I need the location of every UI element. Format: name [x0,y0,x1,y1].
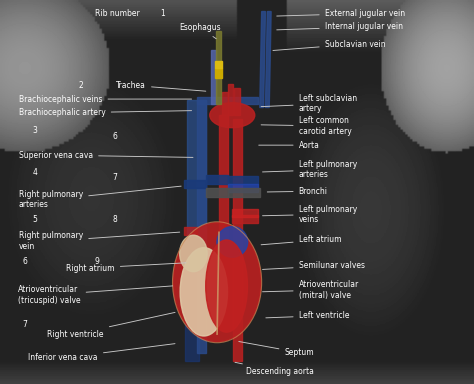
Text: Subclavian vein: Subclavian vein [273,40,385,50]
Polygon shape [184,227,197,235]
Text: 1: 1 [160,8,165,18]
Polygon shape [228,184,258,192]
Text: Semilunar valves: Semilunar valves [263,261,365,270]
Text: 2: 2 [78,81,83,90]
Text: Inferior vena cava: Inferior vena cava [28,344,175,362]
Text: Superior vena cava: Superior vena cava [19,151,193,160]
Polygon shape [232,215,258,223]
Polygon shape [197,100,206,238]
Polygon shape [211,50,216,104]
Polygon shape [206,175,228,184]
Polygon shape [228,84,233,115]
Text: Right pulmonary
arteries: Right pulmonary arteries [19,186,181,209]
Text: 4: 4 [32,168,37,177]
Text: Atrioventricular
(tricuspid) valve: Atrioventricular (tricuspid) valve [18,285,173,305]
Polygon shape [187,100,206,273]
Polygon shape [197,97,258,104]
Ellipse shape [210,103,255,128]
Text: Left ventricle: Left ventricle [266,311,349,320]
Polygon shape [265,12,271,108]
Text: Brachiocephalic veins: Brachiocephalic veins [19,94,191,104]
Ellipse shape [173,223,261,342]
Text: 9: 9 [95,257,100,266]
Polygon shape [222,92,228,115]
Text: Rib number: Rib number [95,8,139,18]
Polygon shape [228,188,260,197]
Text: Right ventricle: Right ventricle [47,313,175,339]
Text: Brachiocephalic artery: Brachiocephalic artery [19,108,191,118]
Polygon shape [184,180,206,188]
Text: Atrioventricular
(mitral) valve: Atrioventricular (mitral) valve [263,280,359,300]
Ellipse shape [180,235,207,272]
Text: Internal jugular vein: Internal jugular vein [277,22,403,31]
Text: Right atrium: Right atrium [66,263,186,273]
Polygon shape [197,273,206,353]
Text: 7: 7 [113,173,118,182]
Text: 6: 6 [113,132,118,141]
Polygon shape [215,68,222,78]
Ellipse shape [180,248,228,336]
Text: External jugular vein: External jugular vein [277,9,405,18]
Text: 5: 5 [32,215,37,224]
Text: 7: 7 [23,320,27,329]
Text: Left common
carotid artery: Left common carotid artery [261,116,351,136]
Polygon shape [233,119,242,361]
Polygon shape [260,12,265,108]
Text: Left pulmonary
arteries: Left pulmonary arteries [263,160,357,179]
Polygon shape [215,61,222,68]
Text: 8: 8 [113,215,118,224]
Text: Left subclavian
artery: Left subclavian artery [261,94,357,113]
Polygon shape [216,31,221,104]
Text: Left atrium: Left atrium [261,235,341,245]
Polygon shape [234,88,240,115]
Text: Septum: Septum [239,341,314,357]
Text: Descending aorta: Descending aorta [235,362,313,376]
Polygon shape [232,209,258,217]
Ellipse shape [217,227,247,257]
Text: Right pulmonary
vein: Right pulmonary vein [19,232,180,251]
Text: Esophagus: Esophagus [179,23,221,39]
Polygon shape [219,115,228,250]
Text: Bronchi: Bronchi [267,187,328,196]
Text: 3: 3 [32,126,37,135]
Text: Left pulmonary
veins: Left pulmonary veins [263,205,357,224]
Text: Aorta: Aorta [259,141,319,150]
Text: Trachea: Trachea [116,81,206,91]
Polygon shape [228,176,258,184]
Ellipse shape [206,240,247,332]
Polygon shape [185,269,199,361]
Polygon shape [206,188,228,197]
Text: 6: 6 [23,257,27,266]
